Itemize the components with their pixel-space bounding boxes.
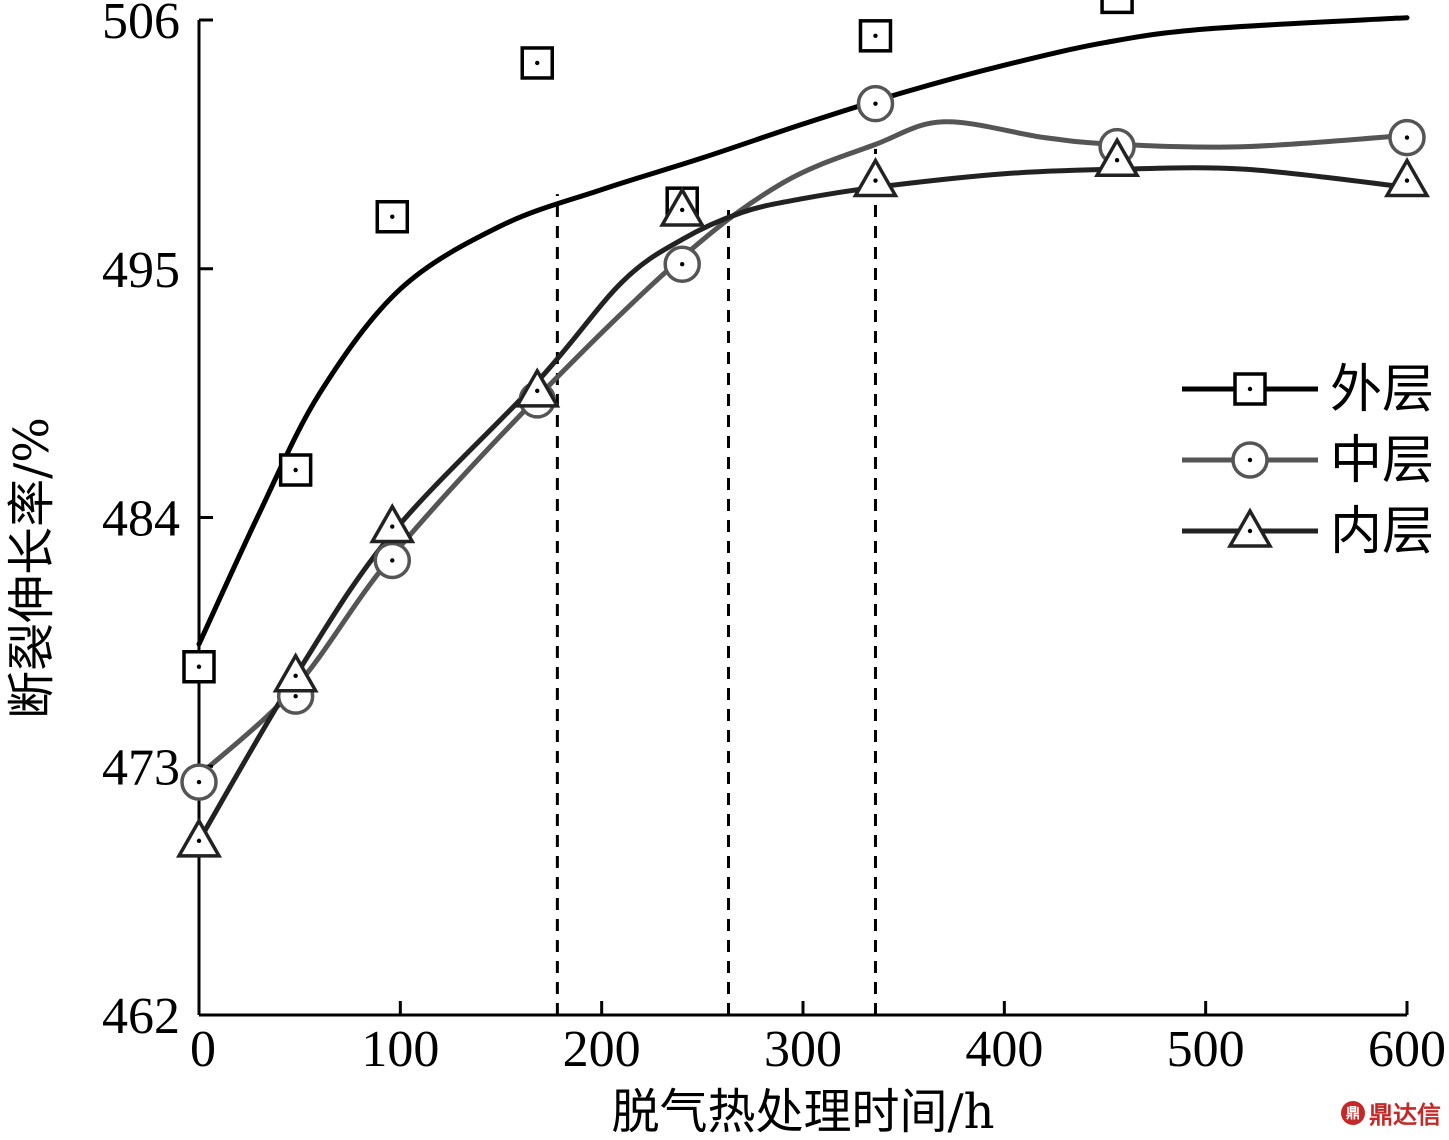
legend-label: 外层 [1330,360,1434,420]
legend-item-2: 中层 [1182,431,1434,491]
series-1-point [1100,0,1134,15]
series-1-point [375,199,410,234]
series-1-point [520,46,554,80]
series-3-point [514,367,561,408]
series-curves [196,15,1410,844]
x-tick-label: 200 [563,1021,641,1078]
watermark: 鼎 鼎达信 [1341,1095,1441,1130]
legend-marker [1231,441,1269,479]
series-3-point [369,503,416,544]
x-tick-label: 600 [1368,1021,1446,1078]
series-3-point [852,157,899,198]
series-line-3 [196,165,1410,844]
legend-marker [1226,507,1274,548]
y-tick-label: 462 [102,988,180,1045]
y-tick-label: 473 [102,739,180,796]
watermark-logo-icon: 鼎 [1341,1100,1365,1125]
series-2-point [663,245,701,283]
x-tick-label: 400 [965,1021,1043,1078]
legend-marker [1233,372,1267,406]
axis-ticks: 0 100 200 300 400 500 600 462 473 484 495 506 [102,0,1446,1078]
legend-item-3: 内层 [1182,502,1434,562]
series-3-point [1383,157,1431,198]
series-1-point [858,19,893,53]
series-3-point [1094,136,1141,177]
series-1-point [278,453,313,487]
series-line-1 [196,15,1410,647]
y-tick-label: 506 [102,0,180,50]
series-line-2 [196,119,1410,778]
y-tick-label: 495 [102,242,180,299]
series-markers [175,0,1431,858]
x-tick-label: 500 [1167,1021,1245,1078]
x-axis-title: 脱气热处理时间/h [611,1084,994,1140]
legend-label: 内层 [1330,502,1434,562]
y-tick-label: 484 [102,491,180,548]
x-tick-label: 0 [190,1021,216,1078]
x-tick-label: 300 [764,1021,842,1078]
series-3-point [272,652,319,693]
series-3-point [175,817,223,858]
legend-item-1: 外层 [1182,360,1434,420]
series-2-point [856,84,895,123]
x-tick-label: 100 [361,1021,439,1078]
watermark-text: 鼎达信 [1369,1101,1441,1129]
y-axis-title: 断裂伸长率/% [4,417,60,719]
series-2-point [373,541,412,580]
series-3-point [659,186,706,227]
series-2-point [1388,118,1426,157]
series-2-point [180,763,218,801]
series-1-point [182,650,216,684]
dashed-reference-lines [555,148,877,1015]
legend-label: 中层 [1330,431,1434,491]
